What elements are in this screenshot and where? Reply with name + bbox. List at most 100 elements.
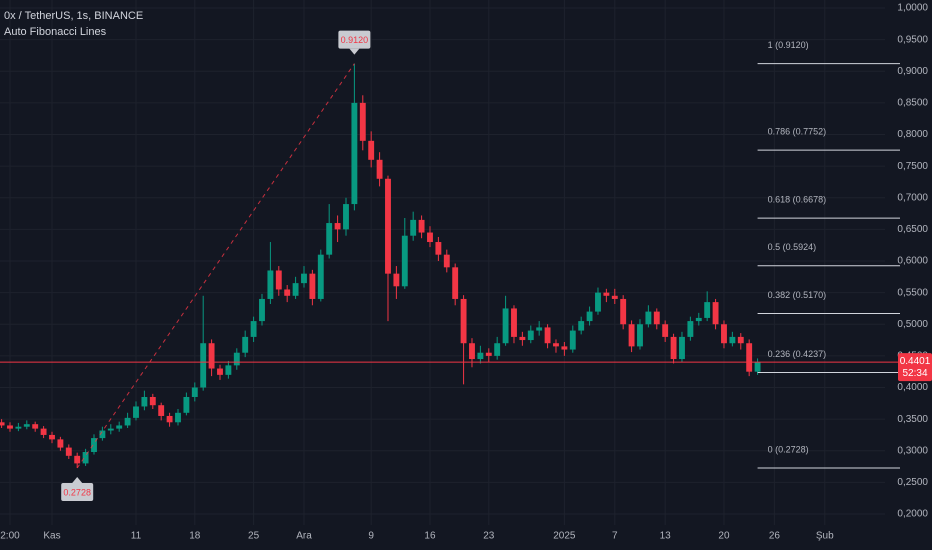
x-tick-label: 18 xyxy=(189,531,201,542)
candle-body xyxy=(553,343,559,347)
plot: 0.9120 0.2728 1 (0.9120) 0.786 (0.7752) 0.61… xyxy=(0,30,900,501)
y-tick-label: 0,3000 xyxy=(897,445,928,456)
x-tick-label: 11 xyxy=(131,531,142,542)
candle-body xyxy=(704,302,711,318)
candle-body xyxy=(259,298,265,322)
candle-body xyxy=(527,330,534,341)
candle-body xyxy=(712,302,719,325)
candle-body xyxy=(82,452,89,464)
swing-label-box xyxy=(338,30,371,49)
candle-body xyxy=(99,430,106,439)
x-tick-label: 9 xyxy=(368,531,374,542)
candle-body xyxy=(737,336,744,344)
candle-body xyxy=(267,270,274,299)
candle-body xyxy=(628,324,635,347)
countdown-label: 52:34 xyxy=(902,368,927,379)
candle-body xyxy=(23,424,30,427)
x-tick-label: 23 xyxy=(483,531,495,542)
x-tick-label: 13 xyxy=(660,531,672,542)
candle-body xyxy=(74,455,81,464)
candle-body xyxy=(32,424,39,429)
candle-body xyxy=(15,426,22,429)
candle-body xyxy=(208,343,215,369)
fib-label: 1 (0.9120) xyxy=(768,40,809,50)
y-tick-label: 0,2000 xyxy=(897,509,928,520)
x-tick-label: Ara xyxy=(296,531,312,542)
y-tick-label: 0,5000 xyxy=(897,319,928,330)
chart-subtitle: Auto Fibonacci Lines xyxy=(4,26,107,38)
candle-body xyxy=(544,327,551,344)
fib-label: 0.618 (0.6678) xyxy=(768,194,827,204)
fib-label: 0.786 (0.7752) xyxy=(768,127,827,137)
candle-body xyxy=(158,405,165,416)
candle-body xyxy=(746,343,753,372)
candle-body xyxy=(116,425,123,429)
candle-body xyxy=(175,412,181,423)
x-tick-label: 2025 xyxy=(553,531,576,542)
candle-body xyxy=(326,223,333,255)
candle-body xyxy=(309,273,316,299)
swing-label-box xyxy=(61,482,94,501)
y-tick-label: 0,3500 xyxy=(897,414,928,425)
y-tick-label: 0,7000 xyxy=(897,192,928,203)
candle-body xyxy=(477,352,484,360)
candle-body xyxy=(133,406,139,418)
y-tick-label: 0,8000 xyxy=(897,129,928,140)
swing-line xyxy=(76,63,355,469)
candle-body xyxy=(57,439,64,448)
candle-body xyxy=(40,428,47,435)
candle-body xyxy=(603,292,610,296)
candle-body xyxy=(578,321,585,331)
candle-body xyxy=(754,362,761,372)
candle-body xyxy=(645,311,652,325)
candle-body xyxy=(679,336,685,360)
candle-body xyxy=(695,317,702,322)
candle-body xyxy=(385,178,391,274)
candle-body xyxy=(670,336,677,360)
candle-body xyxy=(435,242,442,255)
candle-body xyxy=(561,346,568,350)
swing-label-pointer xyxy=(349,48,360,55)
candle-body xyxy=(452,267,459,299)
candle-body xyxy=(284,289,291,296)
candle-body xyxy=(502,308,509,344)
x-tick-label: 16 xyxy=(424,531,436,542)
candle-body xyxy=(191,387,198,397)
candle-body xyxy=(410,219,417,236)
fib-label: 0.236 (0.4237) xyxy=(768,349,827,359)
candle-body xyxy=(536,327,543,331)
candle-body xyxy=(351,102,358,205)
candle-body xyxy=(200,343,207,388)
candle-body xyxy=(7,425,13,429)
swing-label: 0.9120 xyxy=(341,35,369,45)
fib-label: 0 (0.2728) xyxy=(768,444,809,454)
y-tick-label: 0,2500 xyxy=(897,477,928,488)
x-tick-label: 26 xyxy=(769,531,781,542)
candle-body xyxy=(376,159,383,179)
last-price-tag xyxy=(898,353,932,382)
candle-body xyxy=(242,336,249,353)
candle-body xyxy=(687,321,694,337)
candle-body xyxy=(107,428,114,431)
candle-body xyxy=(721,324,727,344)
x-tick-label: Şub xyxy=(816,531,834,542)
candle-body xyxy=(729,336,736,344)
candle-body xyxy=(494,343,501,356)
candle-body xyxy=(460,298,467,344)
candle-body xyxy=(511,308,517,337)
candle-body xyxy=(611,295,618,299)
candle-body xyxy=(0,422,5,426)
x-tick-label: Kas xyxy=(43,531,60,542)
candle-body xyxy=(595,292,601,312)
candle-body xyxy=(469,343,475,360)
candle-body xyxy=(183,396,190,413)
y-tick-label: 1,0000 xyxy=(897,3,928,14)
candle-body xyxy=(149,396,156,406)
candle-body xyxy=(250,321,257,337)
candle-body xyxy=(292,283,299,296)
y-tick-label: 0,9500 xyxy=(897,34,928,45)
candle-body xyxy=(653,311,660,325)
candle-body xyxy=(334,223,341,230)
y-tick-label: 0,6500 xyxy=(897,224,928,235)
